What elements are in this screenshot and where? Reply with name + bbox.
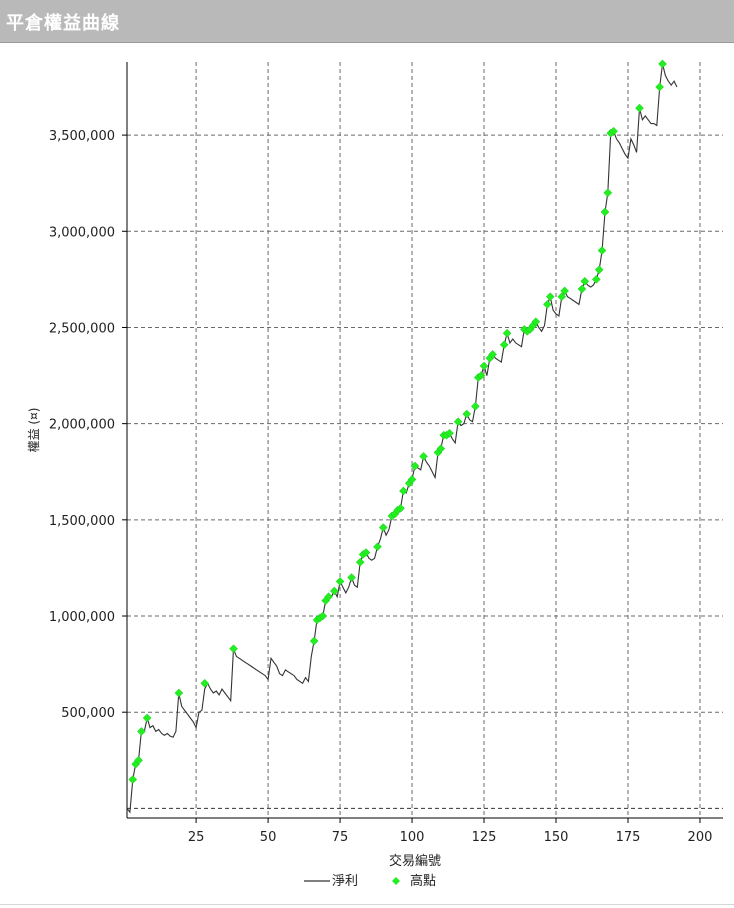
x-tick-label-6: 175 [616, 830, 641, 845]
x-tick-label-7: 200 [688, 830, 713, 845]
high-point-marker [361, 548, 371, 557]
high-point-marker [577, 284, 587, 294]
legend-marker-swatch [392, 877, 400, 885]
high-point-marker [531, 317, 541, 327]
series-line-net-profit [126, 63, 678, 814]
x-tick-label-5: 150 [544, 830, 569, 845]
high-point-marker [335, 577, 345, 586]
high-point-marker [488, 350, 498, 359]
chart-header: 平倉權益曲線 [0, 0, 734, 43]
high-point-marker [410, 461, 420, 471]
legend-label-net-profit: 淨利 [332, 874, 358, 889]
high-point-marker [453, 417, 463, 427]
y-axis-title: 權益 (¤) [27, 408, 41, 453]
high-point-marker [543, 300, 552, 309]
high-point-marker [476, 371, 486, 380]
x-tick-label-3: 100 [400, 830, 425, 845]
high-point-marker [462, 409, 472, 419]
high-point-marker [597, 246, 607, 255]
y-tick-label-3: 2,000,000 [49, 418, 115, 433]
x-tick-label-2: 75 [332, 830, 349, 845]
high-point-marker [174, 688, 184, 698]
high-point-marker [318, 611, 328, 621]
y-tick-label-2: 1,500,000 [49, 514, 115, 529]
high-point-marker [355, 557, 365, 567]
x-tick-label-0: 25 [188, 830, 205, 845]
x-tick-label-4: 125 [472, 830, 497, 845]
high-point-marker [591, 275, 601, 284]
high-point-marker [407, 475, 417, 484]
high-point-marker [471, 401, 480, 411]
chart-area: 25 50 75 100 125 150 175 200 500,000 1,000,000 1,5… [0, 44, 734, 904]
high-point-marker [137, 727, 146, 736]
y-tick-label-1: 1,000,000 [49, 610, 115, 625]
high-point-marker [560, 286, 569, 296]
high-point-marker [603, 188, 613, 198]
high-point-marker [600, 207, 610, 217]
high-point-marker [580, 276, 590, 286]
high-point-marker [609, 126, 618, 136]
chart-title: 平倉權益曲線 [6, 13, 120, 34]
high-point-marker [329, 586, 339, 596]
high-point-marker [373, 542, 382, 552]
high-point-marker [200, 678, 210, 688]
y-tick-label-0: 500,000 [61, 706, 115, 721]
high-point-marker [635, 103, 644, 113]
high-point-marker [436, 444, 446, 454]
y-tick-label-4: 2,500,000 [49, 321, 115, 336]
high-point-marker [445, 428, 454, 438]
legend-label-high-point: 高點 [410, 873, 436, 889]
high-point-marker [502, 328, 512, 338]
high-point-marker [134, 755, 143, 765]
high-point-marker [655, 82, 665, 92]
high-point-marker [142, 713, 152, 723]
high-point-marker [399, 486, 408, 496]
high-point-marker [594, 265, 604, 275]
high-point-marker [419, 451, 428, 461]
high-point-marker [545, 292, 555, 302]
high-point-marker [229, 644, 238, 654]
y-tick-label-5: 3,000,000 [49, 225, 115, 240]
high-point-marker [128, 775, 138, 784]
y-tick-label-6: 3,500,000 [49, 129, 115, 144]
high-point-marker [658, 59, 667, 69]
bottom-divider [0, 904, 734, 905]
x-axis-title: 交易編號 [389, 853, 441, 869]
high-point-marker [324, 592, 333, 602]
high-point-marker [347, 573, 356, 582]
equity-chart: 25 50 75 100 125 150 175 200 500,000 1,000,000 1,5… [27, 59, 723, 889]
high-point-marker [396, 503, 405, 513]
high-point-marker [378, 523, 388, 532]
high-point-marker [309, 636, 319, 646]
high-point-marker [499, 340, 509, 350]
high-point-marker [479, 361, 489, 371]
high-point-marker [557, 292, 567, 302]
x-tick-label-1: 50 [260, 830, 277, 845]
